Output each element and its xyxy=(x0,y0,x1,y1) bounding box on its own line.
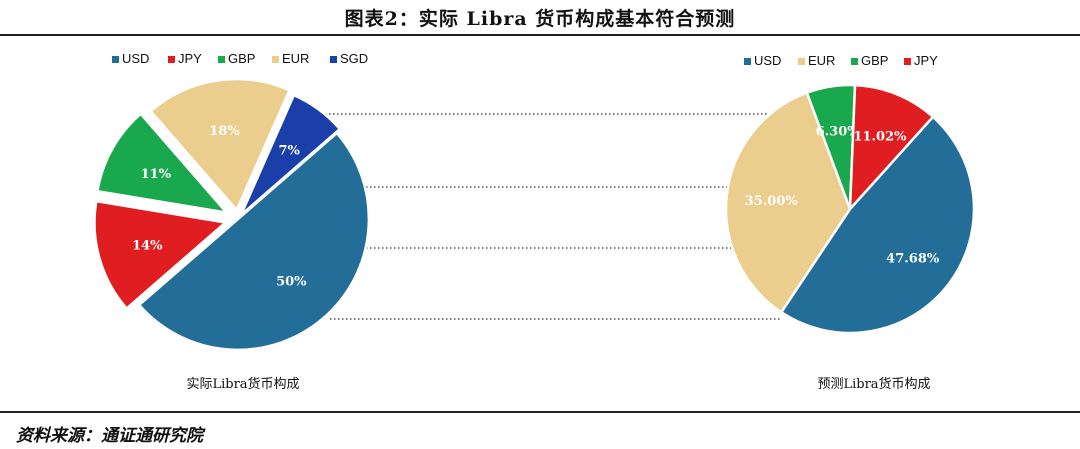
pie-slice-jpy xyxy=(93,199,229,311)
actual-pie: 50% 14% 11% 18% 7% xyxy=(93,77,371,352)
pie-slice-eur xyxy=(148,77,292,213)
legend-label-jpy: JPY xyxy=(914,53,938,68)
legend-swatch-jpy xyxy=(904,58,911,65)
legend-swatch-gbp xyxy=(851,58,858,65)
slice-label-jpy: 14% xyxy=(132,239,163,254)
legend-label-jpy: JPY xyxy=(178,51,202,66)
pie-slice-eur xyxy=(724,91,852,314)
legend-label-usd: USD xyxy=(754,53,781,68)
pie-slice-usd xyxy=(779,115,976,335)
legend-swatch-gbp xyxy=(218,56,225,63)
legend-swatch-eur xyxy=(798,58,805,65)
pie-slice-jpy xyxy=(848,83,935,213)
legend-label-gbp: GBP xyxy=(861,53,888,68)
chart-title: 图表2：实际 Libra 货币构成基本符合预测 xyxy=(344,8,736,30)
actual-legend: USD JPY GBP EUR SGD xyxy=(112,51,368,66)
pie-slice-sgd xyxy=(239,93,342,216)
legend-label-gbp: GBP xyxy=(228,51,255,66)
forecast-pie-caption: 预测Libra货币构成 xyxy=(817,376,930,392)
top-rule xyxy=(0,34,1080,36)
slice-label-gbp: 11% xyxy=(141,167,172,182)
connector-lines xyxy=(313,113,780,320)
legend-label-usd: USD xyxy=(122,51,149,66)
slice-label-eur: 35.00% xyxy=(745,194,799,209)
bottom-rule xyxy=(0,411,1080,413)
slice-label-usd: 47.68% xyxy=(886,252,940,267)
slice-label-gbp: 6.30% xyxy=(816,125,861,140)
pie-slice-gbp xyxy=(95,112,230,215)
legend-swatch-usd xyxy=(112,56,119,63)
slice-label-eur: 18% xyxy=(209,124,240,139)
slice-label-sgd: 7% xyxy=(278,144,300,159)
forecast-legend: USD EUR GBP JPY xyxy=(744,53,938,68)
legend-swatch-jpy xyxy=(168,56,175,63)
slice-label-usd: 50% xyxy=(276,274,307,289)
legend-swatch-eur xyxy=(272,56,279,63)
forecast-pie: 47.68% 35.00% 6.30%11.02% xyxy=(724,83,976,335)
legend-label-eur: EUR xyxy=(282,51,309,66)
legend-label-sgd: SGD xyxy=(340,51,368,66)
legend-swatch-sgd xyxy=(330,56,337,63)
legend-swatch-usd xyxy=(744,58,751,65)
actual-pie-caption: 实际Libra货币构成 xyxy=(186,376,299,392)
legend-label-eur: EUR xyxy=(808,53,835,68)
slice-label-jpy: 11.02% xyxy=(853,130,907,145)
pie-slice-usd xyxy=(137,131,371,352)
source-note: 资料来源：通证通研究院 xyxy=(16,426,203,446)
